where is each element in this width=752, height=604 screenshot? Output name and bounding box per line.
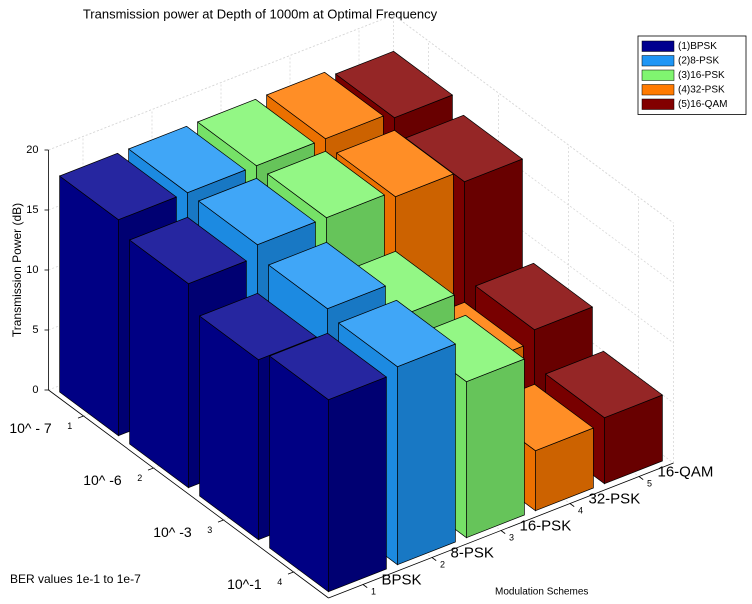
z-tick-label: 5	[32, 324, 38, 336]
bar-top	[58, 152, 178, 221]
bar-top	[404, 114, 524, 183]
bar-front	[397, 343, 456, 566]
z-tick-label: 15	[26, 204, 38, 216]
bar-front	[328, 376, 387, 593]
bar-top	[197, 177, 317, 246]
floor-edge	[48, 389, 329, 599]
legend-label: (3)16-PSK	[678, 70, 725, 81]
tick-mark	[147, 467, 154, 471]
bar-front	[466, 358, 525, 539]
bar	[268, 332, 388, 593]
bar-side	[59, 175, 119, 437]
tick-mark	[77, 415, 84, 419]
bar-top	[196, 98, 316, 167]
bar-top	[265, 71, 385, 140]
legend-label: (4)32-PSK	[678, 84, 725, 95]
bar-top	[127, 125, 247, 194]
bar-top	[334, 50, 454, 119]
bar-top	[474, 262, 594, 331]
z-tick-label: 20	[26, 144, 38, 156]
legend-label: (5)16-QAM	[678, 99, 727, 110]
bar-top	[266, 150, 386, 219]
bar-top	[267, 241, 387, 310]
y-category-label: 10^ -3	[153, 524, 192, 540]
tick-mark	[431, 557, 437, 561]
x-category-label: 32-PSK	[589, 490, 641, 507]
x-category-label: 16-QAM	[658, 463, 714, 480]
bar-top	[544, 350, 664, 419]
legend-swatch	[641, 40, 675, 52]
note: BER values 1e-1 to 1e-7	[10, 572, 141, 586]
x-category-label: BPSK	[382, 571, 422, 588]
bar-top	[337, 299, 457, 368]
y-tick-label: 2	[137, 473, 142, 483]
y-tick-label: 4	[277, 577, 282, 587]
legend-label: (1)BPSK	[678, 41, 717, 52]
y-category-label: 10^ -6	[83, 472, 122, 488]
tick-mark	[217, 519, 224, 523]
wall-edge	[48, 14, 394, 151]
y-category-label: 10^ - 7	[9, 420, 52, 436]
legend-label: (2)8-PSK	[678, 55, 719, 66]
z-axis-label: Transmission Power (dB)	[10, 203, 24, 337]
bar-top	[128, 216, 248, 285]
z-tick-label: 10	[26, 264, 38, 276]
tick-mark	[362, 584, 368, 588]
y-tick-label: 3	[207, 525, 212, 535]
legend-swatch	[641, 55, 675, 67]
x-tick-label: 4	[578, 506, 583, 516]
legend-swatch	[641, 98, 675, 110]
tick-mark	[287, 571, 294, 575]
bar-top	[335, 129, 455, 198]
x-tick-label: 2	[440, 560, 445, 570]
bar-top	[198, 292, 318, 361]
bar-top	[268, 332, 388, 401]
tick-mark	[500, 530, 506, 534]
tick-mark	[638, 476, 644, 480]
bars	[58, 50, 664, 593]
y-tick-label: 1	[67, 421, 72, 431]
tick-mark	[569, 503, 575, 507]
labels: 0 5 10 15 20 1 10^ - 7 2 10^ -6 3 10^ -3 4 10^-1 1 BPS…	[9, 144, 713, 597]
x-tick-label: 3	[509, 533, 514, 543]
z-tick-label: 0	[32, 384, 38, 396]
x-axis-label: Modulation Schemes	[495, 587, 588, 598]
x-category-label: 16-PSK	[520, 517, 572, 534]
legend: (1)BPSK (2)8-PSK (3)16-PSK (4)32-PSK (5)16-Q…	[637, 35, 747, 115]
x-category-label: 8-PSK	[451, 544, 494, 561]
y-category-label: 10^-1	[227, 576, 262, 592]
chart-title: Transmission power at Depth of 1000m at …	[83, 6, 438, 21]
legend-swatch	[641, 69, 675, 81]
legend-swatch	[641, 84, 675, 96]
x-tick-label: 5	[647, 479, 652, 489]
x-tick-label: 1	[371, 587, 376, 597]
